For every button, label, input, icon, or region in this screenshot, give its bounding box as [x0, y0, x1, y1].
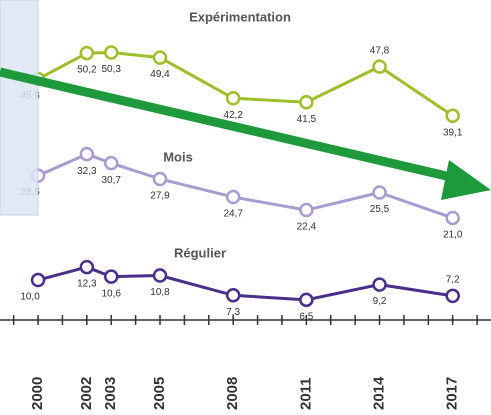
- side-panel: [0, 0, 39, 216]
- value-label: 9,2: [373, 296, 387, 307]
- value-label: 10,8: [150, 287, 170, 298]
- x-tick-label: 2000: [29, 377, 46, 410]
- series-name: Régulier: [174, 245, 226, 260]
- value-label: 21,0: [443, 230, 463, 241]
- point: [445, 288, 460, 304]
- point: [372, 277, 387, 292]
- point: [225, 189, 241, 205]
- point: [225, 90, 241, 106]
- value-label: 49,4: [150, 69, 170, 80]
- value-label: 7,3: [226, 307, 240, 318]
- value-label: 39,1: [443, 127, 463, 138]
- point: [372, 59, 387, 74]
- value-label: 25,5: [370, 204, 390, 215]
- point: [103, 155, 119, 171]
- point: [445, 108, 460, 123]
- value-label: 27,9: [150, 191, 170, 202]
- value-label: 10,0: [20, 292, 40, 303]
- point: [103, 45, 119, 60]
- x-tick-label: 2017: [444, 377, 461, 410]
- point: [152, 50, 168, 65]
- series-line: [37, 51, 454, 117]
- value-label: 6,5: [299, 311, 313, 322]
- x-tick-label: 2011: [297, 377, 314, 410]
- x-tick-label: 2014: [370, 376, 387, 410]
- series-name: Expérimentation: [189, 9, 291, 24]
- value-label: 7,2: [446, 275, 460, 286]
- value-label: 42,2: [223, 110, 243, 121]
- point: [445, 210, 460, 226]
- x-tick-label: 2005: [151, 377, 168, 410]
- point: [103, 269, 119, 284]
- point: [79, 259, 95, 275]
- point: [30, 272, 46, 288]
- value-label: 50,2: [77, 65, 97, 76]
- value-label: 12,3: [77, 279, 97, 290]
- value-label: 47,8: [370, 45, 390, 56]
- x-tick-label: 2003: [102, 377, 119, 410]
- value-label: 22,4: [297, 222, 317, 233]
- value-label: 50,3: [101, 64, 121, 75]
- point: [299, 94, 314, 110]
- point: [152, 171, 168, 187]
- trend-arrow: [0, 67, 491, 200]
- x-tick-label: 2002: [78, 377, 95, 410]
- point: [79, 45, 95, 61]
- point: [79, 146, 95, 162]
- value-label: 32,3: [77, 166, 97, 177]
- point: [225, 288, 241, 303]
- point: [372, 185, 387, 200]
- point: [299, 202, 314, 218]
- point: [152, 268, 168, 283]
- x-tick-label: 2008: [224, 377, 241, 410]
- point: [299, 292, 314, 308]
- series-name: Mois: [163, 149, 193, 164]
- value-label: 10,6: [101, 288, 121, 299]
- value-label: 41,5: [297, 114, 317, 125]
- value-label: 24,7: [223, 209, 243, 220]
- plot-area: 2000 2002 2003 2005 2008 2011 2014 2017 Expérime…: [0, 9, 491, 410]
- series-line: [37, 265, 453, 302]
- value-label: 30,7: [101, 175, 121, 186]
